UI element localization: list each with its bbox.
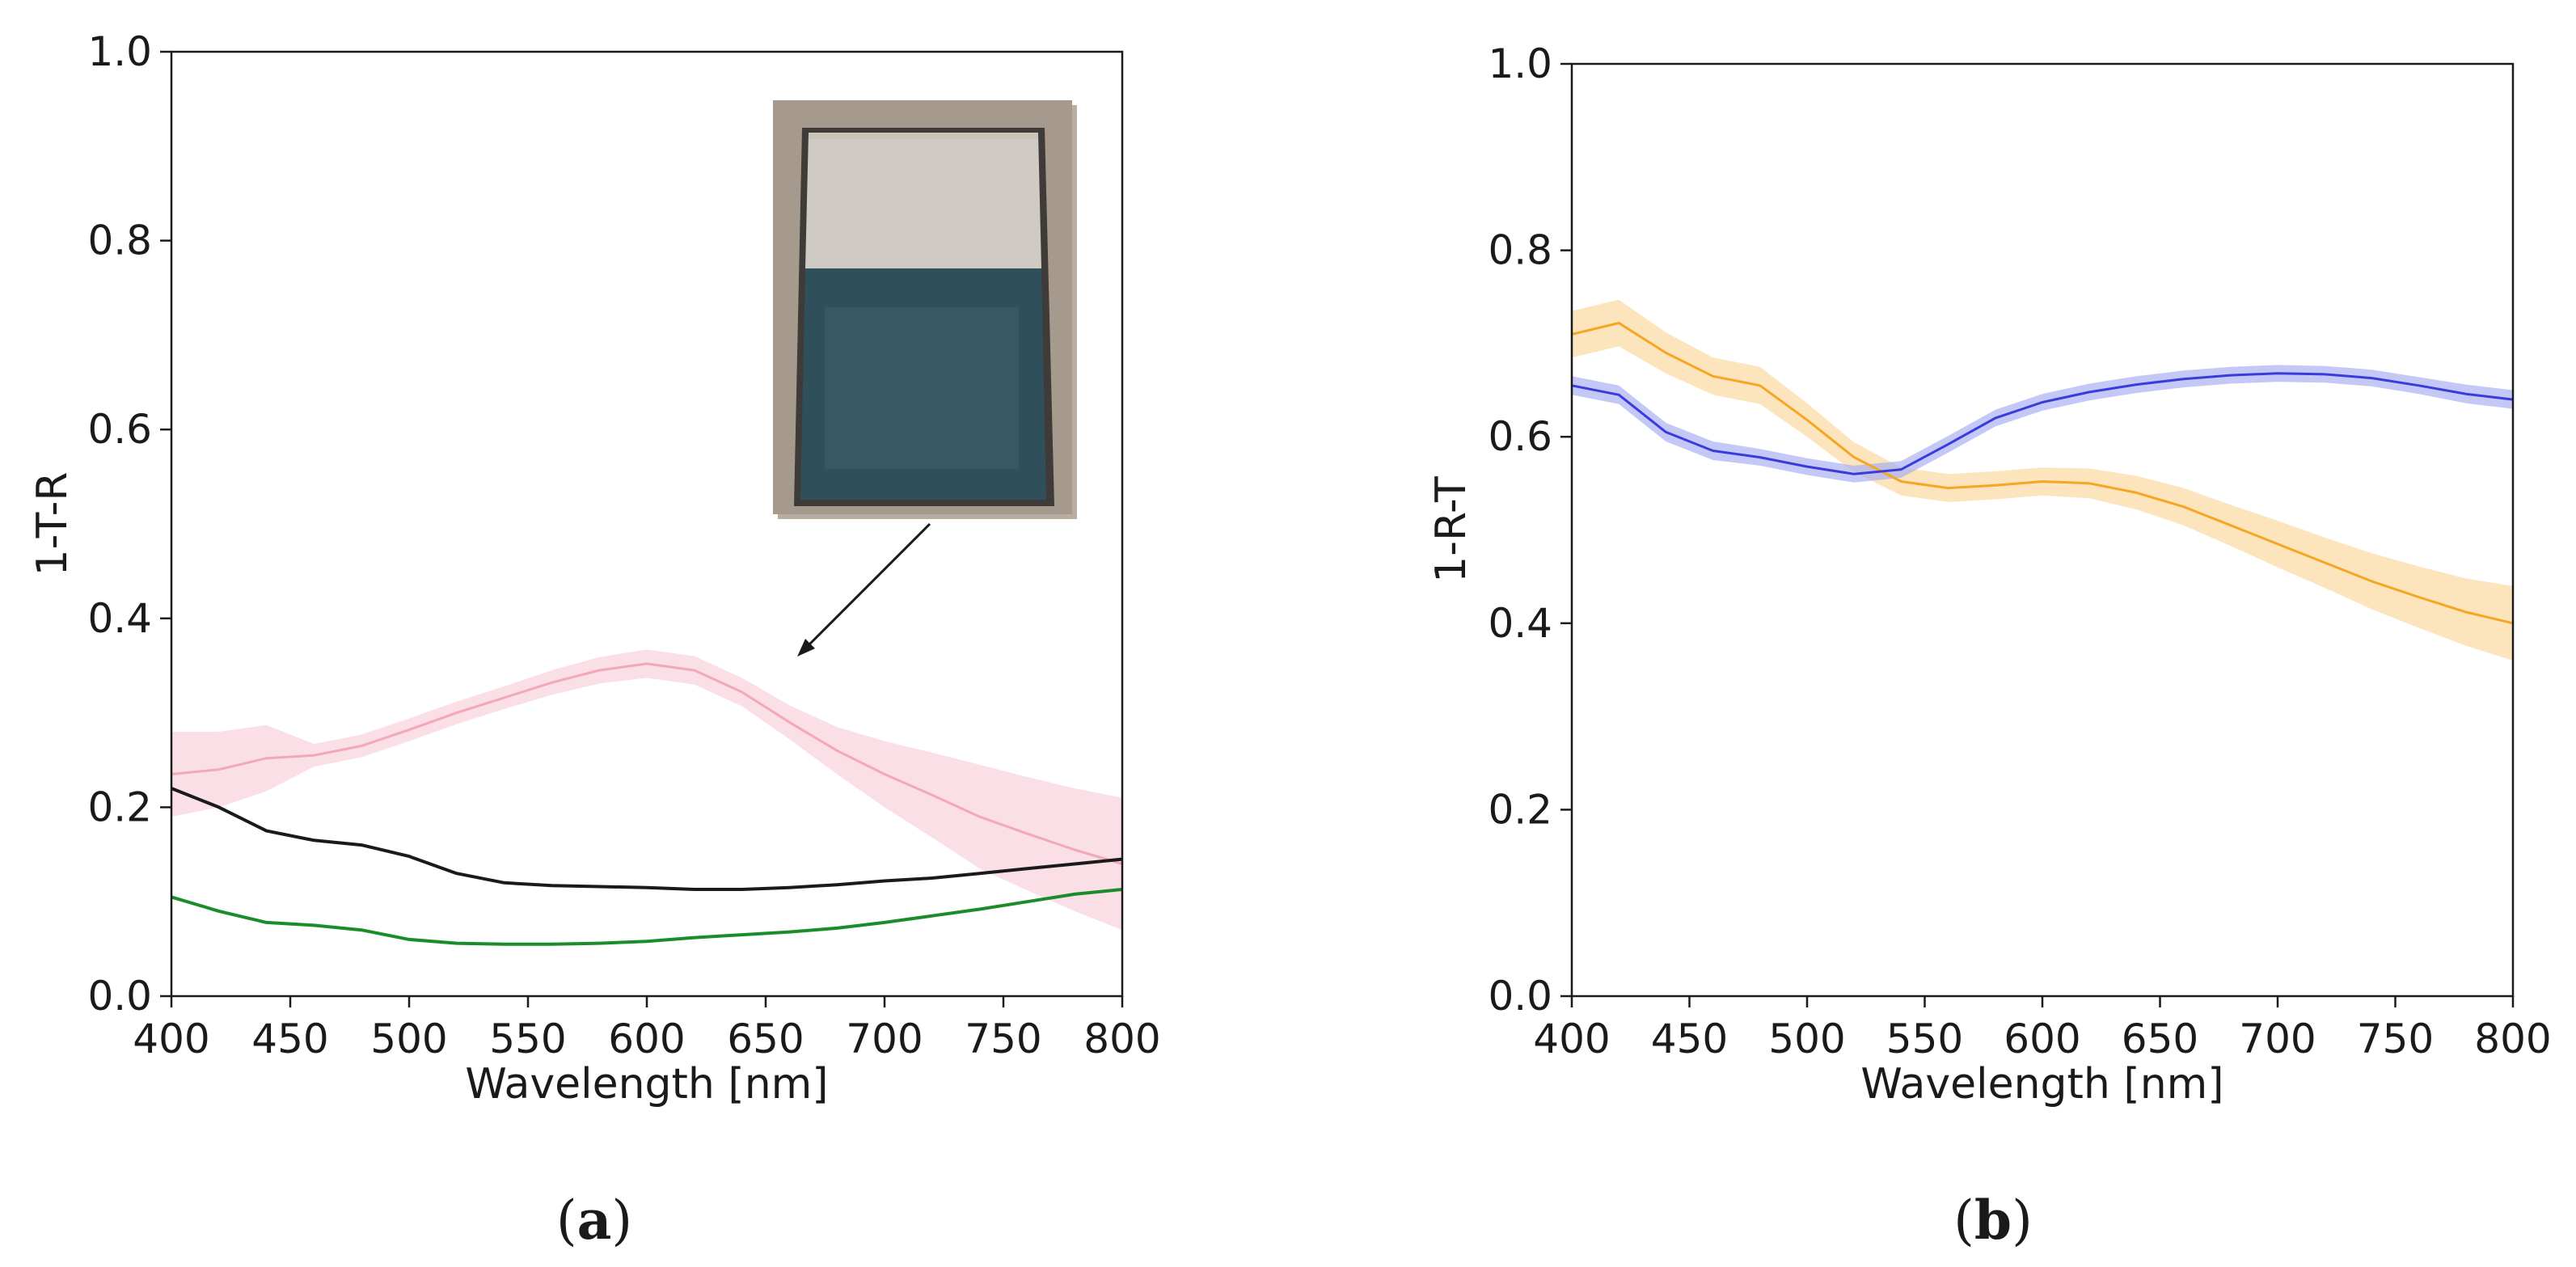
a-x-tick-label: 800: [1083, 1016, 1160, 1062]
b-y-tick-label: 0.0: [1488, 973, 1552, 1020]
b-y-ticks: 0.0 0.2 0.4 0.6 0.8 1.0: [1488, 40, 1572, 1020]
a-x-tick-label: 500: [370, 1016, 447, 1062]
panel-b: 400 450 500 550 600 650 700 750 800 0.0 0.2 0.4 0.6…: [1427, 40, 2552, 1252]
a-y-tick-label: 0.4: [87, 595, 152, 642]
panel-label-a-letter: a: [577, 1189, 612, 1252]
a-series-lines: [171, 662, 1123, 946]
b-x-tick-label: 750: [2357, 1016, 2434, 1062]
b-x-tick-label: 600: [2004, 1016, 2080, 1062]
b-y-tick-label: 0.2: [1488, 786, 1552, 833]
a-y-ticks: 0.0 0.2 0.4 0.6 0.8 1.0: [87, 28, 171, 1020]
a-x-tick-label: 600: [608, 1016, 685, 1062]
panel-a: 400 450 500 550 600 650 700 750 800 0.0 0.2 0.4 0.6…: [28, 28, 1161, 1252]
a-x-tick-label: 650: [727, 1016, 804, 1062]
a-x-tick-label: 750: [965, 1016, 1041, 1062]
a-x-tick-label: 450: [251, 1016, 328, 1062]
b-x-ticks: 400 450 500 550 600 650 700 750 800: [1533, 996, 2552, 1062]
a-y-tick-label: 0.8: [87, 218, 152, 264]
b-x-axis-label: Wavelength [nm]: [1860, 1060, 2223, 1109]
a-y-tick-label: 1.0: [87, 28, 152, 75]
inset-slide-top: [809, 133, 1038, 139]
b-y-tick-label: 1.0: [1488, 40, 1552, 87]
b-x-tick-label: 700: [2239, 1016, 2316, 1062]
panel-label-b-letter: b: [1974, 1189, 2012, 1252]
a-error-bands: [171, 649, 1122, 931]
panel-label-a: (a): [556, 1189, 632, 1252]
inset-arrow-head: [797, 639, 815, 657]
b-y-tick-label: 0.4: [1488, 600, 1552, 647]
a-series-0-band: [171, 649, 1122, 931]
b-x-tick-label: 800: [2474, 1016, 2551, 1062]
b-x-tick-label: 650: [2122, 1016, 2198, 1062]
a-x-tick-label: 700: [846, 1016, 923, 1062]
a-series-1-line: [171, 787, 1123, 891]
a-x-axis-label: Wavelength [nm]: [465, 1060, 828, 1109]
b-y-tick-label: 0.8: [1488, 227, 1552, 274]
b-x-tick-label: 550: [1886, 1016, 1963, 1062]
b-y-tick-label: 0.6: [1488, 413, 1552, 460]
b-series-1-line: [1571, 372, 2514, 475]
inset-slide-clear: [805, 133, 1041, 268]
inset-photo: [773, 100, 1077, 519]
a-x-ticks: 400 450 500 550 600 650 700 750 800: [133, 996, 1161, 1062]
a-y-tick-label: 0.6: [87, 406, 152, 453]
b-x-tick-label: 500: [1768, 1016, 1845, 1062]
b-x-tick-label: 450: [1651, 1016, 1728, 1062]
b-error-bands: [1572, 299, 2513, 661]
a-series-2-line: [171, 888, 1123, 946]
panel-label-b: (b): [1953, 1189, 2033, 1252]
b-series-0-line: [1571, 322, 2514, 625]
a-y-tick-label: 0.2: [87, 783, 152, 830]
b-y-axis-label: 1-R-T: [1427, 476, 1476, 583]
b-x-tick-label: 400: [1533, 1016, 1610, 1062]
a-x-tick-label: 550: [489, 1016, 566, 1062]
inset-arrow-line: [799, 522, 931, 655]
a-y-axis-label: 1-T-R: [28, 472, 77, 576]
a-y-tick-label: 0.0: [87, 973, 152, 1020]
b-series-0-band: [1572, 299, 2513, 661]
a-x-tick-label: 400: [133, 1016, 209, 1062]
b-series-lines: [1571, 322, 2514, 625]
inset-coating-highlight: [825, 307, 1019, 469]
a-series-0-line: [171, 662, 1123, 865]
